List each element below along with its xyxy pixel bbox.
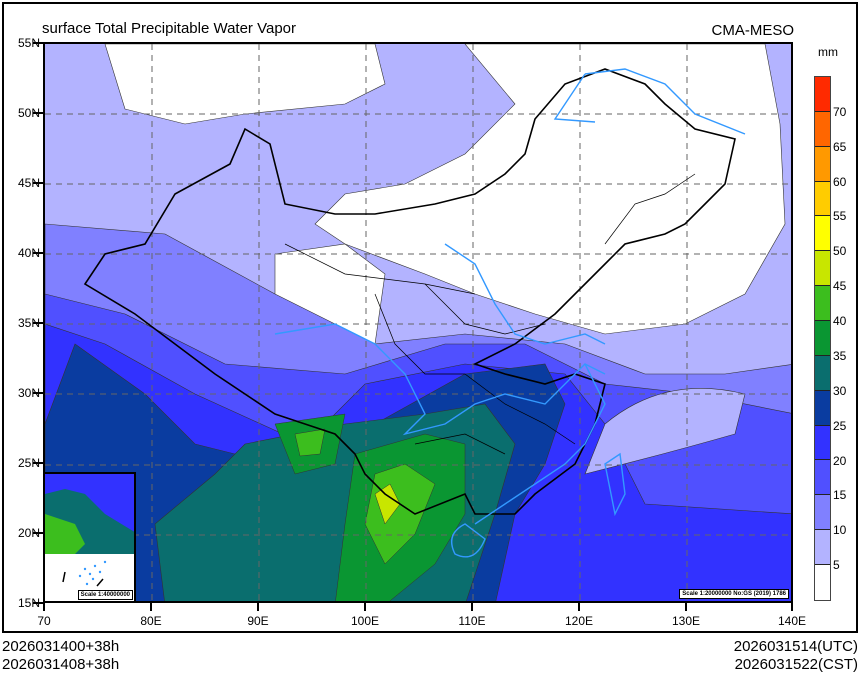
x-label-80e: 80E [140,614,162,628]
colorbar-label: 50 [833,244,847,259]
x-tick [364,603,366,611]
chart-title: surface Total Precipitable Water Vapor [42,20,297,37]
y-tick [33,392,43,394]
init-time-cst: 2026031408+38h [2,656,120,673]
colorbar-segment [815,460,830,496]
y-tick [33,252,43,254]
y-tick [33,462,43,464]
colorbar-segment [815,146,830,182]
colorbar-segment [815,181,830,217]
x-tick [150,603,152,611]
y-tick [33,42,43,44]
colorbar-segment [815,111,830,147]
x-label-100e: 100E [350,614,380,628]
init-time-utc: 2026031400+38h [2,638,120,655]
map-plot-area: Scale 1:20000000 No:GS (2019) 1786 [43,42,793,603]
precipitable-water-map [45,44,791,601]
y-label-30n: 30N [17,386,40,400]
y-label-40n: 40N [17,246,40,260]
colorbar-segment [815,530,830,566]
colorbar-label: 40 [833,314,847,329]
x-tick [43,603,45,611]
colorbar-label: 45 [833,279,847,294]
y-label-25n: 25N [17,456,40,470]
y-label-55n: 55N [17,36,40,50]
y-tick [33,182,43,184]
colorbar-label: 10 [833,523,847,538]
colorbar-segment [815,390,830,426]
colorbar [814,76,831,601]
colorbar-segment [815,216,830,252]
colorbar-label: 20 [833,453,847,468]
y-label-15n: 15N [17,596,40,610]
inset-map [45,474,134,601]
x-label-90e: 90E [247,614,269,628]
y-label-50n: 50N [17,106,40,120]
x-tick [578,603,580,611]
colorbar-segment [815,77,830,112]
colorbar-label: 15 [833,488,847,503]
colorbar-label: 30 [833,383,847,398]
south-china-sea-inset: Scale 1:40000000 [43,472,136,603]
valid-time-utc: 2026031514(UTC) [733,638,858,655]
colorbar-label: 35 [833,348,847,363]
colorbar-segment [815,425,830,461]
inset-scale-label: Scale 1:40000000 [77,590,133,600]
x-label-130e: 130E [671,614,701,628]
colorbar-label: 25 [833,418,847,433]
scale-label: Scale 1:20000000 No:GS (2019) 1786 [679,589,789,599]
x-tick [791,603,793,611]
x-label-120e: 120E [564,614,594,628]
x-tick [685,603,687,611]
colorbar-label: 60 [833,174,847,189]
x-label-70: 70 [37,614,51,628]
model-source: CMA-MESO [711,22,795,39]
y-tick [33,602,43,604]
colorbar-label: 65 [833,139,847,154]
y-label-45n: 45N [17,176,40,190]
y-tick [33,532,43,534]
colorbar-label: 55 [833,209,847,224]
x-label-110e: 110E [458,614,486,628]
colorbar-label: 5 [833,558,840,573]
x-label-140e: 140E [777,614,807,628]
colorbar-segment [815,321,830,356]
colorbar-segment [815,251,830,287]
y-tick [33,322,43,324]
colorbar-segment [815,565,830,600]
colorbar-segment [815,495,830,531]
colorbar-unit: mm [818,45,838,59]
y-tick [33,112,43,114]
valid-time-cst: 2026031522(CST) [734,656,858,673]
colorbar-segment [815,355,830,391]
y-label-20n: 20N [17,526,40,540]
colorbar-label: 70 [833,104,847,119]
x-tick [257,603,259,611]
x-tick [471,603,473,611]
colorbar-segment [815,286,830,322]
y-label-35n: 35N [17,316,40,330]
